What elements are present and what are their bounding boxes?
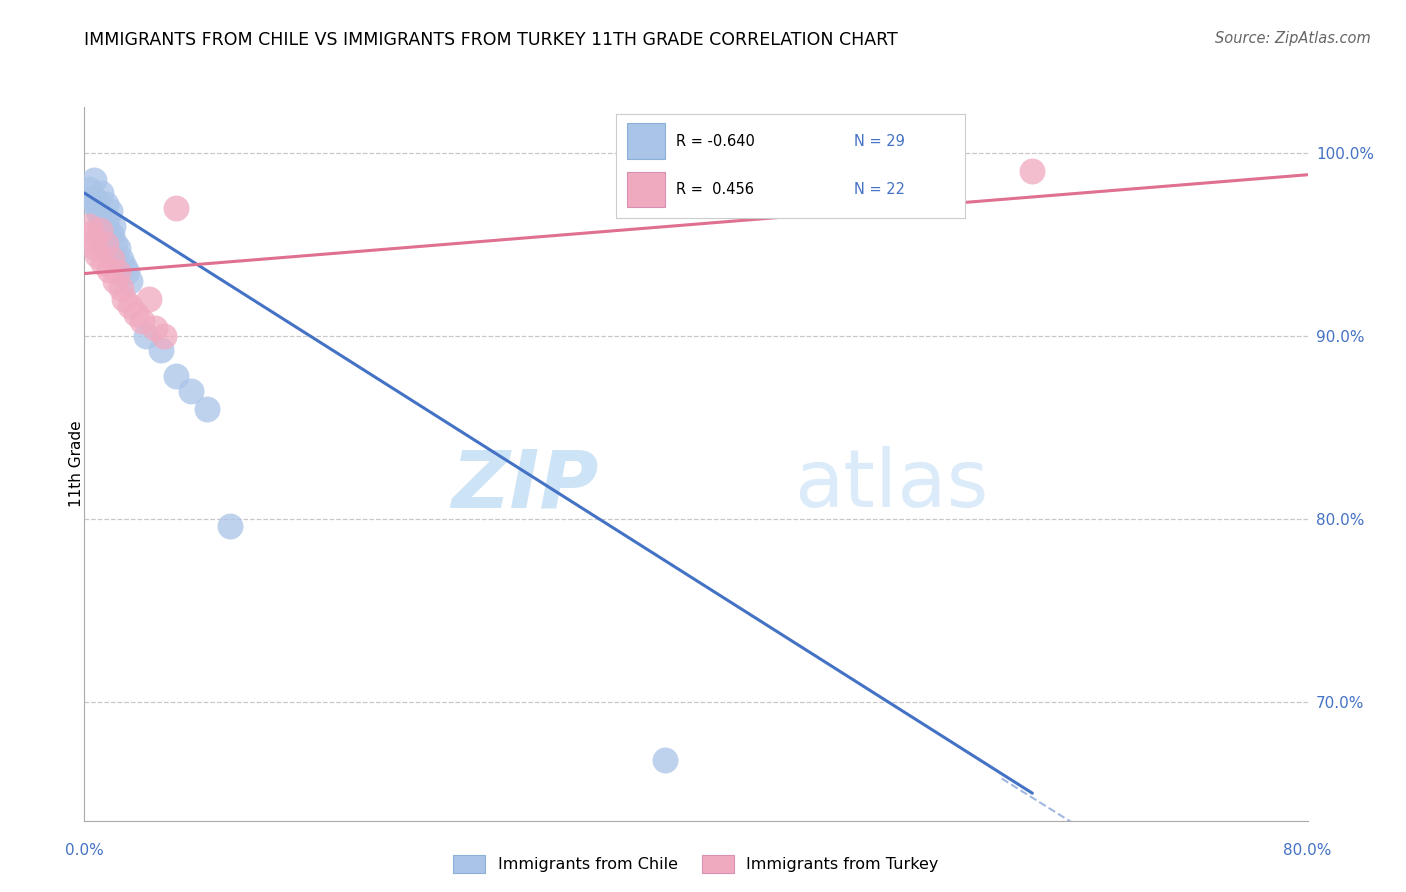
Point	[112, 292, 135, 306]
Point	[165, 369, 187, 384]
Point	[84, 192, 107, 206]
Point	[218, 519, 240, 533]
Point	[97, 227, 120, 241]
Point	[98, 204, 121, 219]
Point	[97, 263, 120, 277]
Text: 80.0%: 80.0%	[1284, 843, 1331, 857]
Point	[83, 234, 105, 248]
Point	[77, 219, 100, 233]
Point	[195, 401, 218, 416]
Point	[94, 197, 117, 211]
Legend: Immigrants from Chile, Immigrants from Turkey: Immigrants from Chile, Immigrants from T…	[453, 855, 939, 873]
Point	[107, 265, 129, 279]
Point	[143, 321, 166, 335]
Point	[115, 265, 138, 279]
Point	[165, 201, 187, 215]
Point	[83, 173, 105, 187]
Point	[120, 274, 142, 288]
Point	[86, 201, 108, 215]
Point	[104, 274, 127, 288]
Point	[654, 753, 676, 767]
Point	[87, 204, 110, 219]
Point	[110, 281, 132, 295]
Y-axis label: 11th Grade: 11th Grade	[69, 420, 83, 508]
Point	[101, 228, 124, 243]
Point	[138, 292, 160, 306]
Point	[89, 210, 111, 224]
Point	[112, 259, 135, 273]
Point	[135, 328, 157, 343]
Point	[120, 300, 142, 314]
Point	[93, 222, 115, 236]
Point	[96, 213, 118, 227]
Point	[94, 237, 117, 252]
Text: Source: ZipAtlas.com: Source: ZipAtlas.com	[1215, 31, 1371, 46]
Point	[91, 255, 114, 269]
Text: IMMIGRANTS FROM CHILE VS IMMIGRANTS FROM TURKEY 11TH GRADE CORRELATION CHART: IMMIGRANTS FROM CHILE VS IMMIGRANTS FROM…	[84, 31, 898, 49]
Point	[77, 182, 100, 196]
Point	[101, 252, 124, 266]
Point	[80, 227, 103, 241]
Point	[103, 219, 125, 233]
Point	[89, 222, 111, 236]
Point	[110, 252, 132, 266]
Point	[107, 241, 129, 255]
Point	[104, 237, 127, 252]
Point	[125, 307, 148, 321]
Text: 0.0%: 0.0%	[65, 843, 104, 857]
Point	[84, 241, 107, 255]
Point	[131, 314, 153, 328]
Point	[90, 186, 112, 200]
Point	[149, 343, 172, 358]
Point	[153, 328, 176, 343]
Point	[91, 219, 114, 233]
Point	[1021, 164, 1043, 178]
Point	[180, 384, 202, 398]
Text: atlas: atlas	[794, 446, 988, 524]
Text: ZIP: ZIP	[451, 446, 598, 524]
Point	[86, 248, 108, 262]
Point	[80, 192, 103, 206]
